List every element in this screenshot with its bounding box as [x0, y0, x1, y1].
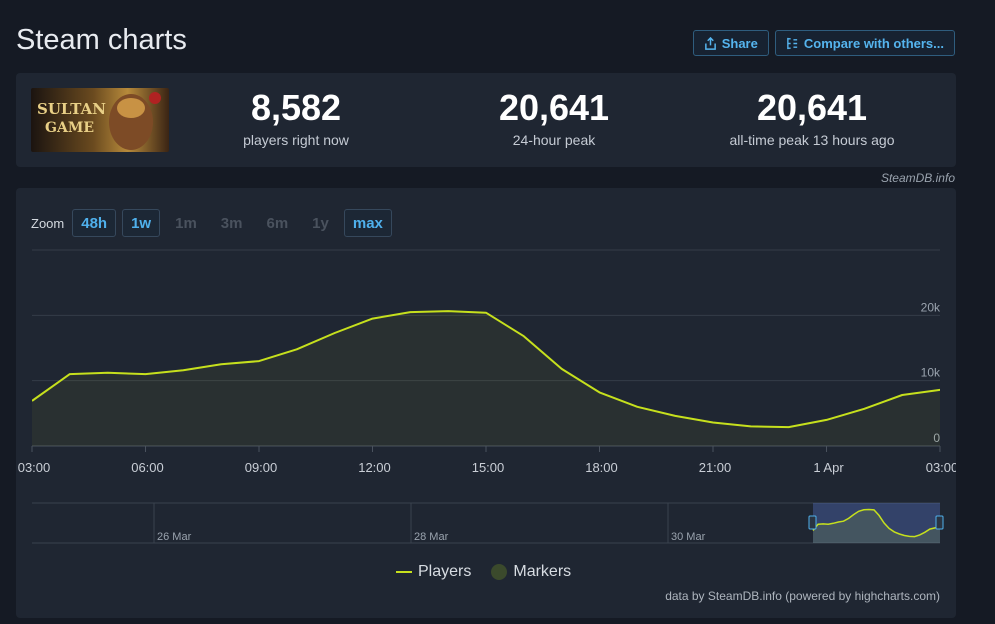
all-time-peak-label: all-time peak 13 hours ago [729, 132, 895, 148]
share-label: Share [721, 35, 758, 51]
x-tick-label: 09:00 [245, 460, 278, 475]
current-players-label: players right now [243, 132, 349, 148]
players-chart[interactable]: 0 10k 20k 03:00 06:00 09:00 12:00 15:00 18:00 21:… [16, 188, 956, 618]
stat-all-time-peak: 20,641 all-time peak 13 hours ago [692, 87, 932, 148]
chart-attribution[interactable]: data by SteamDB.info (powered by highcha… [665, 589, 940, 603]
24h-peak-value: 20,641 [498, 87, 610, 128]
page-title: Steam charts [16, 24, 187, 56]
stat-current-players: 8,582 players right now [176, 87, 416, 148]
navigator-line [812, 508, 941, 538]
x-tick-label: 21:00 [699, 460, 732, 475]
chart-panel: 0 10k 20k 03:00 06:00 09:00 12:00 15:00 18:00 21:… [16, 188, 956, 618]
x-tick-label: 03:00 [926, 460, 956, 475]
zoom-button-1w[interactable]: 1w [122, 209, 161, 237]
game-thumbnail[interactable]: SULTAN GAME [31, 88, 169, 152]
players-line [32, 310, 940, 429]
share-icon [704, 36, 716, 50]
stats-panel: SULTAN GAME 8,582 players right now 20,6… [16, 73, 956, 167]
zoom-label: Zoom [31, 215, 65, 231]
y-tick-label: 10k [921, 366, 941, 380]
legend-players-label: Players [418, 563, 472, 580]
compare-icon [787, 37, 798, 49]
svg-text:GAME: GAME [45, 120, 94, 136]
x-tick-label: 1 Apr [813, 460, 844, 475]
all-time-peak-value: 20,641 [756, 87, 868, 128]
zoom-buttons: 48h 1w 1m 3m 6m 1y max [72, 209, 392, 237]
zoom-button-48h[interactable]: 48h [72, 209, 117, 237]
legend-markers-label: Markers [513, 563, 572, 580]
x-tick-label: 06:00 [131, 460, 164, 475]
current-players-value: 8,582 [250, 87, 342, 128]
x-tick-label: 03:00 [18, 460, 51, 475]
zoom-button-1y[interactable]: 1y [312, 214, 329, 232]
navigator-handle-left[interactable] [808, 515, 817, 530]
stat-24h-peak: 20,641 24-hour peak [434, 87, 674, 148]
legend-players[interactable]: Players [396, 563, 471, 581]
navigator-label: 26 Mar [157, 531, 192, 543]
x-tick-label: 18:00 [585, 460, 618, 475]
players-area [32, 311, 940, 446]
compare-button[interactable]: Compare with others... [774, 30, 955, 56]
navigator-area [813, 509, 940, 543]
chart-legend: Players Markers [396, 563, 571, 581]
steamdb-credit[interactable]: SteamDB.info [880, 171, 955, 185]
navigator-handle-right[interactable] [935, 515, 944, 530]
zoom-controls: Zoom 48h 1w 1m 3m 6m 1y max [31, 209, 392, 237]
y-tick-label: 20k [921, 300, 941, 314]
game-artwork-image: SULTAN GAME [31, 88, 169, 152]
top-actions: Share Compare with others... [692, 30, 955, 56]
navigator-label: 30 Mar [671, 531, 706, 543]
share-button[interactable]: Share [692, 30, 769, 56]
zoom-button-max[interactable]: max [343, 209, 392, 237]
24h-peak-label: 24-hour peak [512, 132, 596, 148]
y-tick-label: 0 [933, 431, 940, 445]
x-tick-label: 12:00 [358, 460, 391, 475]
navigator-label: 28 Mar [414, 531, 449, 543]
zoom-button-3m[interactable]: 3m [220, 214, 243, 232]
legend-markers[interactable]: Markers [491, 563, 571, 581]
legend-players-swatch [396, 571, 412, 573]
zoom-button-6m[interactable]: 6m [266, 214, 289, 232]
zoom-button-1m[interactable]: 1m [175, 214, 197, 232]
x-tick-label: 15:00 [472, 460, 505, 475]
legend-markers-swatch [491, 564, 508, 580]
compare-label: Compare with others... [803, 35, 944, 51]
svg-text:SULTAN: SULTAN [37, 100, 106, 118]
